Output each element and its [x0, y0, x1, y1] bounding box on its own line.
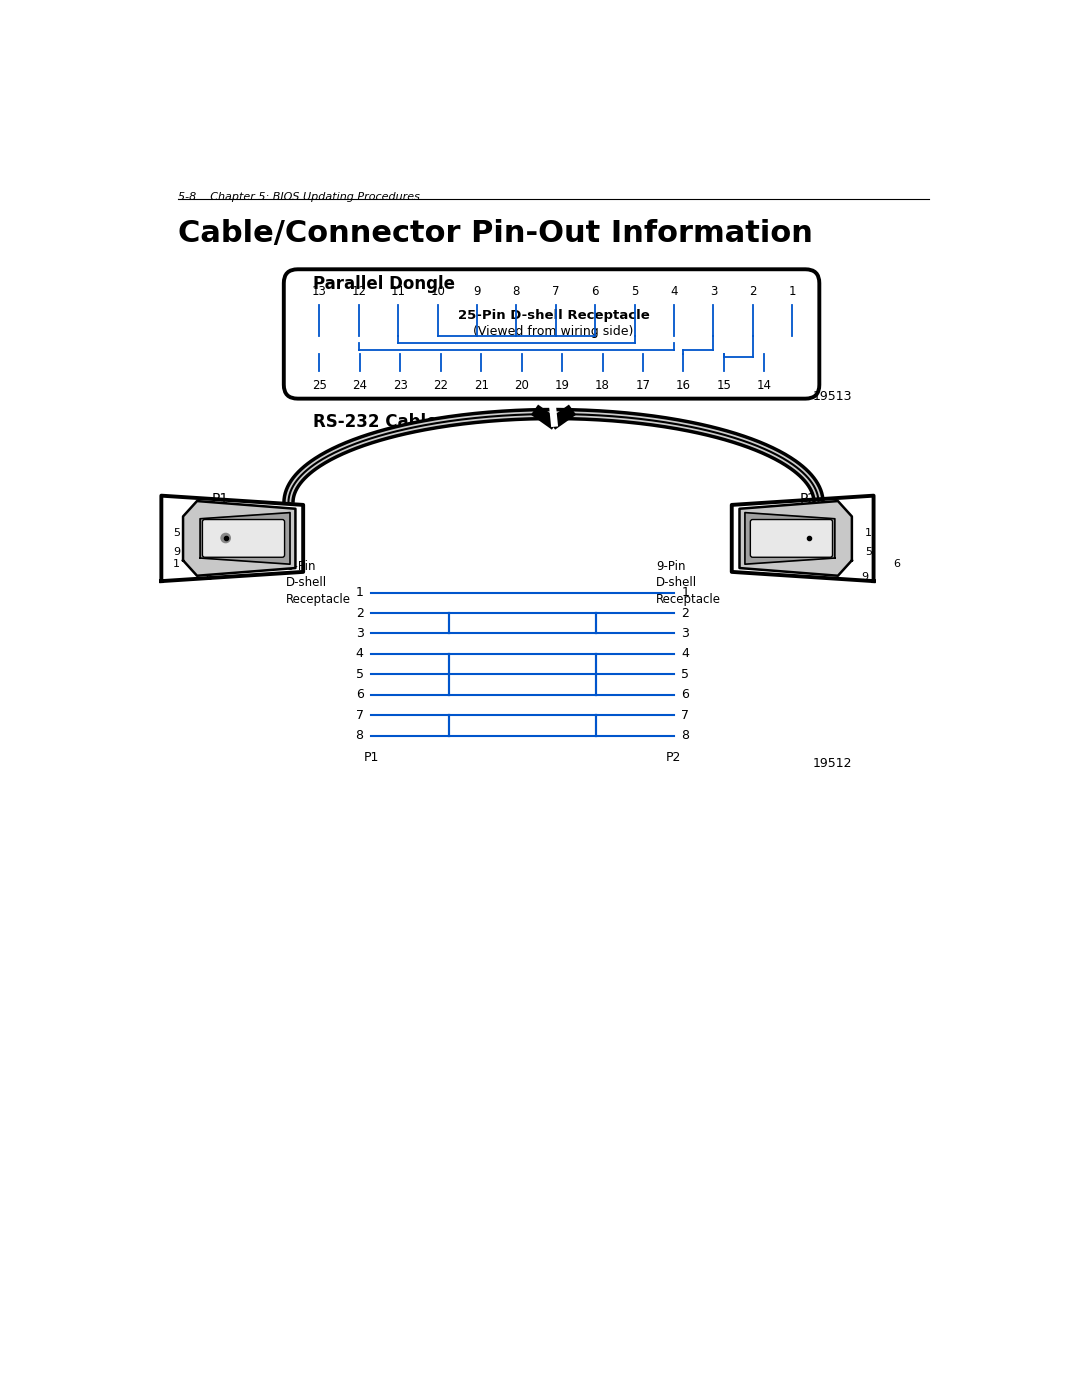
- Text: 2: 2: [355, 606, 364, 620]
- Text: 3: 3: [681, 627, 689, 640]
- Text: 6: 6: [893, 559, 900, 569]
- Text: 16: 16: [676, 380, 691, 393]
- Text: 6: 6: [681, 689, 689, 701]
- Text: (Viewed from wiring side): (Viewed from wiring side): [473, 324, 634, 338]
- Text: 11: 11: [391, 285, 406, 298]
- FancyBboxPatch shape: [751, 520, 833, 557]
- Text: 21: 21: [474, 380, 489, 393]
- Text: 9-Pin
D-shell
Receptacle: 9-Pin D-shell Receptacle: [656, 560, 720, 605]
- Text: 1: 1: [681, 587, 689, 599]
- Text: 5: 5: [631, 285, 638, 298]
- Text: 5: 5: [173, 528, 180, 538]
- Polygon shape: [183, 502, 296, 576]
- Text: 19: 19: [555, 380, 569, 393]
- Text: 4: 4: [355, 647, 364, 661]
- Text: P1: P1: [364, 752, 379, 764]
- Text: 22: 22: [433, 380, 448, 393]
- Text: 25: 25: [312, 380, 327, 393]
- Text: 7: 7: [552, 285, 559, 298]
- Text: P1: P1: [212, 492, 229, 506]
- Text: 5: 5: [355, 668, 364, 680]
- Polygon shape: [740, 502, 852, 576]
- Text: 12: 12: [351, 285, 366, 298]
- Text: 19512: 19512: [813, 757, 852, 770]
- Text: Cable/Connector Pin-Out Information: Cable/Connector Pin-Out Information: [177, 219, 812, 249]
- Text: 1: 1: [865, 528, 872, 538]
- Text: 2: 2: [681, 606, 689, 620]
- Text: 8: 8: [355, 729, 364, 742]
- Text: 23: 23: [393, 380, 408, 393]
- Text: 4: 4: [671, 285, 678, 298]
- Text: 19513: 19513: [813, 390, 852, 404]
- Text: 1: 1: [173, 559, 180, 569]
- Text: 10: 10: [430, 285, 445, 298]
- FancyBboxPatch shape: [284, 270, 820, 398]
- Text: 5-8    Chapter 5: BIOS Updating Procedures: 5-8 Chapter 5: BIOS Updating Procedures: [177, 193, 419, 203]
- Polygon shape: [745, 513, 835, 564]
- Text: 9-Pin
D-shell
Receptacle: 9-Pin D-shell Receptacle: [286, 560, 351, 605]
- Text: 6: 6: [205, 571, 212, 583]
- Text: 1: 1: [788, 285, 796, 298]
- Text: 25-Pin D-shell Receptacle: 25-Pin D-shell Receptacle: [458, 309, 649, 323]
- Text: 14: 14: [757, 380, 772, 393]
- Text: 3: 3: [355, 627, 364, 640]
- Text: 15: 15: [716, 380, 731, 393]
- Text: RS-232 Cable: RS-232 Cable: [313, 414, 437, 432]
- Text: 1: 1: [355, 587, 364, 599]
- Text: Parallel Dongle: Parallel Dongle: [313, 275, 456, 292]
- Text: 18: 18: [595, 380, 610, 393]
- Text: 9: 9: [862, 571, 868, 583]
- Text: 4: 4: [681, 647, 689, 661]
- Text: 5: 5: [681, 668, 689, 680]
- Text: 9: 9: [473, 285, 481, 298]
- Text: 6: 6: [592, 285, 599, 298]
- Text: 6: 6: [355, 689, 364, 701]
- Text: P2: P2: [666, 752, 681, 764]
- Text: 7: 7: [355, 708, 364, 722]
- Text: 17: 17: [635, 380, 650, 393]
- Text: 5: 5: [865, 546, 872, 557]
- Text: 24: 24: [352, 380, 367, 393]
- Text: 13: 13: [312, 285, 327, 298]
- Text: 2: 2: [750, 285, 757, 298]
- Text: 20: 20: [514, 380, 529, 393]
- Polygon shape: [200, 513, 291, 564]
- Text: P2: P2: [799, 492, 816, 506]
- Text: 8: 8: [513, 285, 521, 298]
- Text: 3: 3: [710, 285, 717, 298]
- Text: 8: 8: [681, 729, 689, 742]
- Text: 9: 9: [173, 546, 180, 557]
- Text: 7: 7: [681, 708, 689, 722]
- Circle shape: [221, 534, 230, 542]
- FancyBboxPatch shape: [202, 520, 284, 557]
